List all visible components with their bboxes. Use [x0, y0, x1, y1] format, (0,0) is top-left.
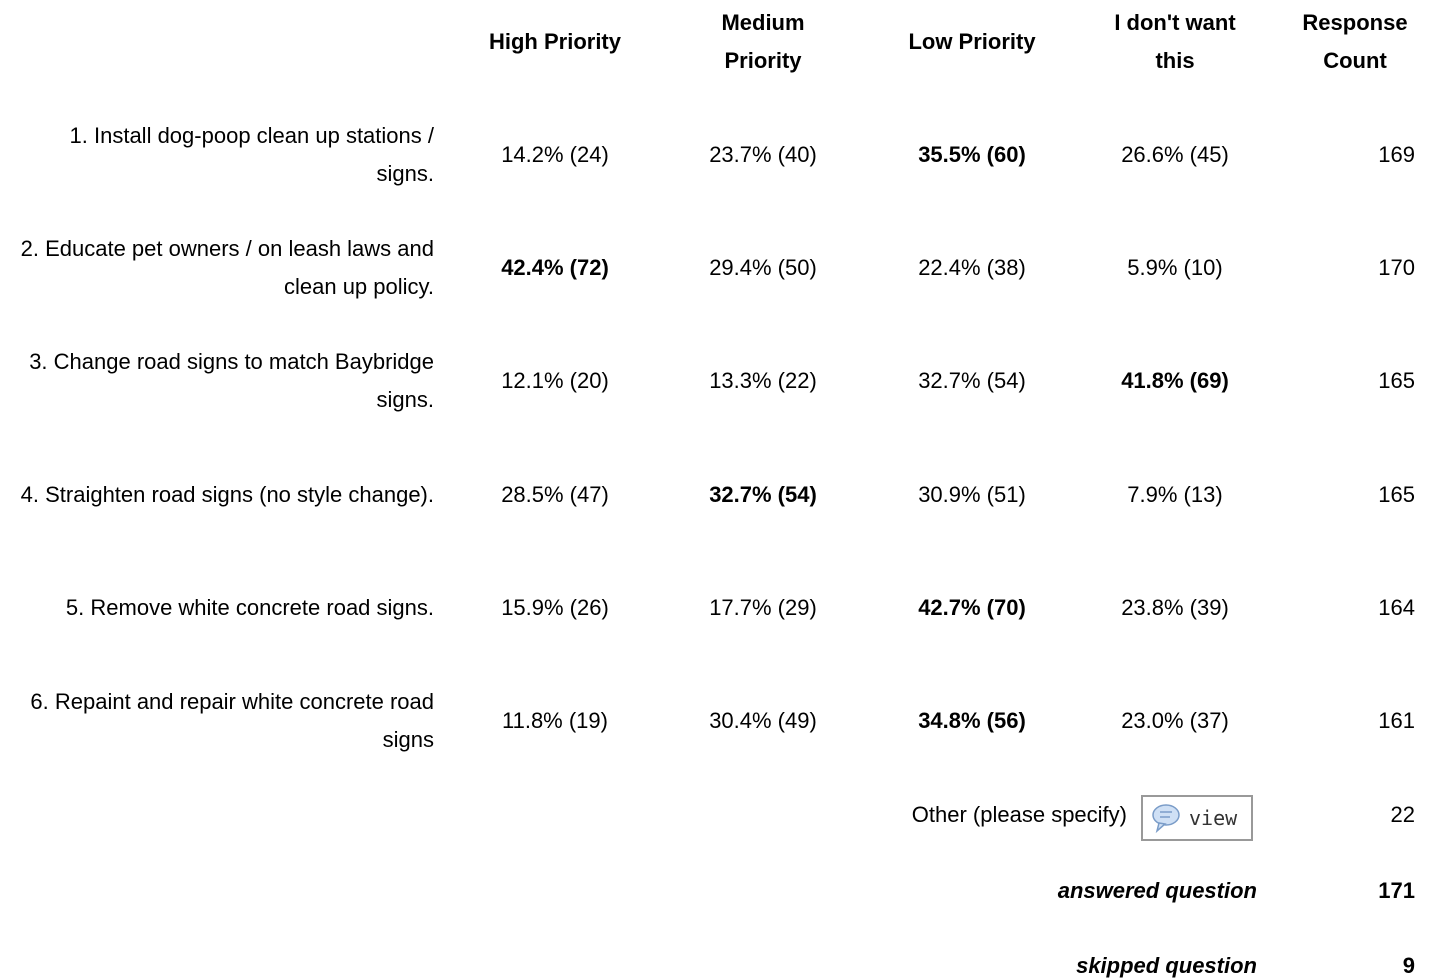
row-label: 4. Straighten road signs (no style chang… [20, 481, 434, 507]
cell: 32.7% (54) [709, 481, 817, 507]
column-header: High Priority [488, 29, 621, 54]
cell: 32.7% (54) [918, 368, 1026, 394]
cell: 23.0% (37) [1121, 708, 1229, 733]
cell: 23.8% (39) [1121, 594, 1229, 620]
view-button[interactable]: view [1141, 795, 1253, 841]
response-count: 164 [1378, 594, 1415, 620]
column-header: Medium Priority [721, 10, 805, 73]
cell: 30.4% (49) [709, 708, 817, 733]
answered-count: 171 [1378, 878, 1415, 903]
cell: 11.8% (19) [502, 708, 608, 733]
view-button-text: view [1189, 806, 1238, 830]
cell: 26.6% (45) [1121, 142, 1229, 167]
cell: 7.9% (13) [1127, 481, 1223, 507]
cell: 30.9% (51) [918, 481, 1026, 507]
column-header: Response Count [1302, 10, 1408, 73]
comment-icon [1152, 804, 1180, 833]
answered-label: answered question [1057, 878, 1257, 903]
cell: 28.5% (47) [501, 481, 609, 507]
cell: 13.3% (22) [709, 368, 817, 394]
other-label: Other (please specify) [911, 802, 1127, 827]
cell: 5.9% (10) [1127, 255, 1223, 281]
cell: 29.4% (50) [709, 255, 817, 281]
response-count: 161 [1378, 708, 1415, 733]
row-label: 5. Remove white concrete road signs. [65, 594, 434, 620]
row-label: 2. Educate pet owners / on leash laws an… [20, 236, 434, 300]
cell: 12.1% (20) [501, 368, 609, 394]
row-label: 1. Install dog-poop clean up stations / … [69, 123, 434, 186]
cell: 35.5% (60) [918, 142, 1026, 167]
response-count: 165 [1378, 368, 1415, 394]
column-header: I don't want this [1114, 10, 1236, 73]
cell: 14.2% (24) [501, 142, 609, 167]
cell: 23.7% (40) [709, 142, 817, 167]
column-header: Low Priority [908, 29, 1036, 54]
response-count: 170 [1378, 255, 1415, 281]
cell: 42.4% (72) [501, 255, 609, 281]
other-count: 22 [1390, 802, 1415, 827]
cell: 22.4% (38) [918, 255, 1026, 281]
skipped-count: 9 [1402, 953, 1415, 978]
response-count: 165 [1378, 481, 1415, 507]
cell: 17.7% (29) [709, 594, 817, 620]
cell: 41.8% (69) [1121, 368, 1229, 394]
row-label: 6. Repaint and repair white concrete roa… [30, 689, 434, 752]
skipped-label: skipped question [1076, 953, 1257, 978]
cell: 34.8% (56) [918, 708, 1026, 733]
cell: 15.9% (26) [501, 594, 609, 620]
response-count: 169 [1378, 142, 1415, 167]
cell: 42.7% (70) [918, 594, 1026, 620]
row-label: 3. Change road signs to match Baybridge … [29, 349, 434, 413]
